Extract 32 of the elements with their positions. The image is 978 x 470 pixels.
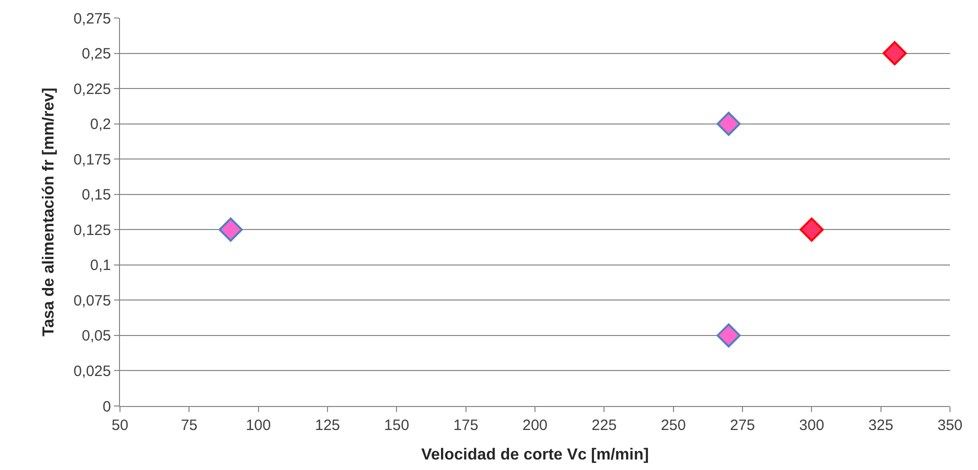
x-tick-label: 300 (799, 417, 824, 434)
x-tick-label: 175 (453, 417, 478, 434)
y-tick-label: 0,075 (73, 292, 111, 310)
y-tick-label: 0,05 (82, 328, 111, 345)
y-tick-label: 0,1 (90, 257, 111, 274)
x-tick-label: 75 (180, 417, 198, 434)
y-tick-label: 0,2 (90, 116, 111, 134)
point (882, 41, 907, 66)
x-tick-label: 50 (112, 417, 128, 434)
x-tick-label: 325 (868, 417, 894, 434)
x-tick-label: 275 (730, 417, 756, 434)
y-tick-label: 0,025 (73, 362, 111, 380)
x-axis-title: Velocidad de corte Vc [m/min] (421, 446, 649, 464)
point (716, 323, 741, 348)
y-tick-label: 0,15 (82, 186, 111, 204)
x-tick-label: 100 (246, 417, 271, 434)
point (716, 112, 741, 136)
y-tick-label: 0,225 (73, 80, 111, 98)
y-tick-label: 0,125 (73, 222, 111, 239)
y-tick-label: 0 (102, 398, 111, 416)
y-tick-label: 0,175 (73, 151, 111, 168)
x-tick-label: 225 (592, 417, 617, 434)
x-tick-label: 125 (314, 417, 340, 434)
y-axis-title: Tasa de alimentación fr [mm/rev] (40, 88, 58, 336)
x-tick-label: 200 (522, 417, 548, 434)
y-tick-label: 0,275 (73, 10, 111, 28)
y-tick-label: 0,25 (82, 46, 111, 63)
point (800, 218, 824, 242)
x-tick-label: 150 (384, 417, 410, 434)
x-tick-label: 250 (660, 417, 686, 434)
point (218, 218, 243, 242)
x-tick-label: 350 (937, 417, 963, 434)
